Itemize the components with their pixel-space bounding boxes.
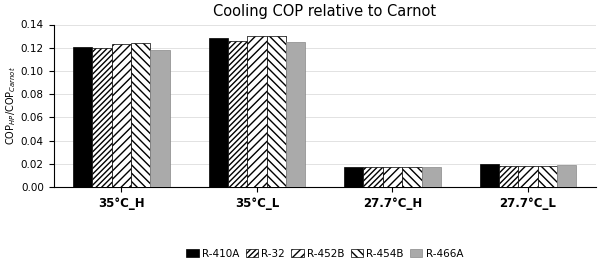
Title: Cooling COP relative to Carnot: Cooling COP relative to Carnot [213, 4, 436, 19]
Bar [209, 38, 228, 187]
Bar [266, 36, 286, 187]
Bar [518, 166, 538, 187]
Bar [402, 167, 422, 187]
Bar [286, 42, 305, 187]
Bar [499, 166, 518, 187]
Bar [479, 164, 499, 187]
Bar [557, 165, 577, 187]
Bar [538, 166, 557, 187]
Y-axis label: COP$_{HP}$/COP$_{Carnot}$: COP$_{HP}$/COP$_{Carnot}$ [4, 66, 18, 145]
Bar [151, 50, 170, 187]
Bar [228, 41, 247, 187]
Bar [73, 47, 92, 187]
Legend: R-410A, R-32, R-452B, R-454B, R-466A: R-410A, R-32, R-452B, R-454B, R-466A [182, 244, 467, 260]
Bar [383, 167, 402, 187]
Bar [92, 48, 112, 187]
Bar [131, 43, 151, 187]
Bar [112, 44, 131, 187]
Bar [422, 167, 441, 187]
Bar [364, 167, 383, 187]
Bar [247, 36, 266, 187]
Bar [344, 167, 364, 187]
